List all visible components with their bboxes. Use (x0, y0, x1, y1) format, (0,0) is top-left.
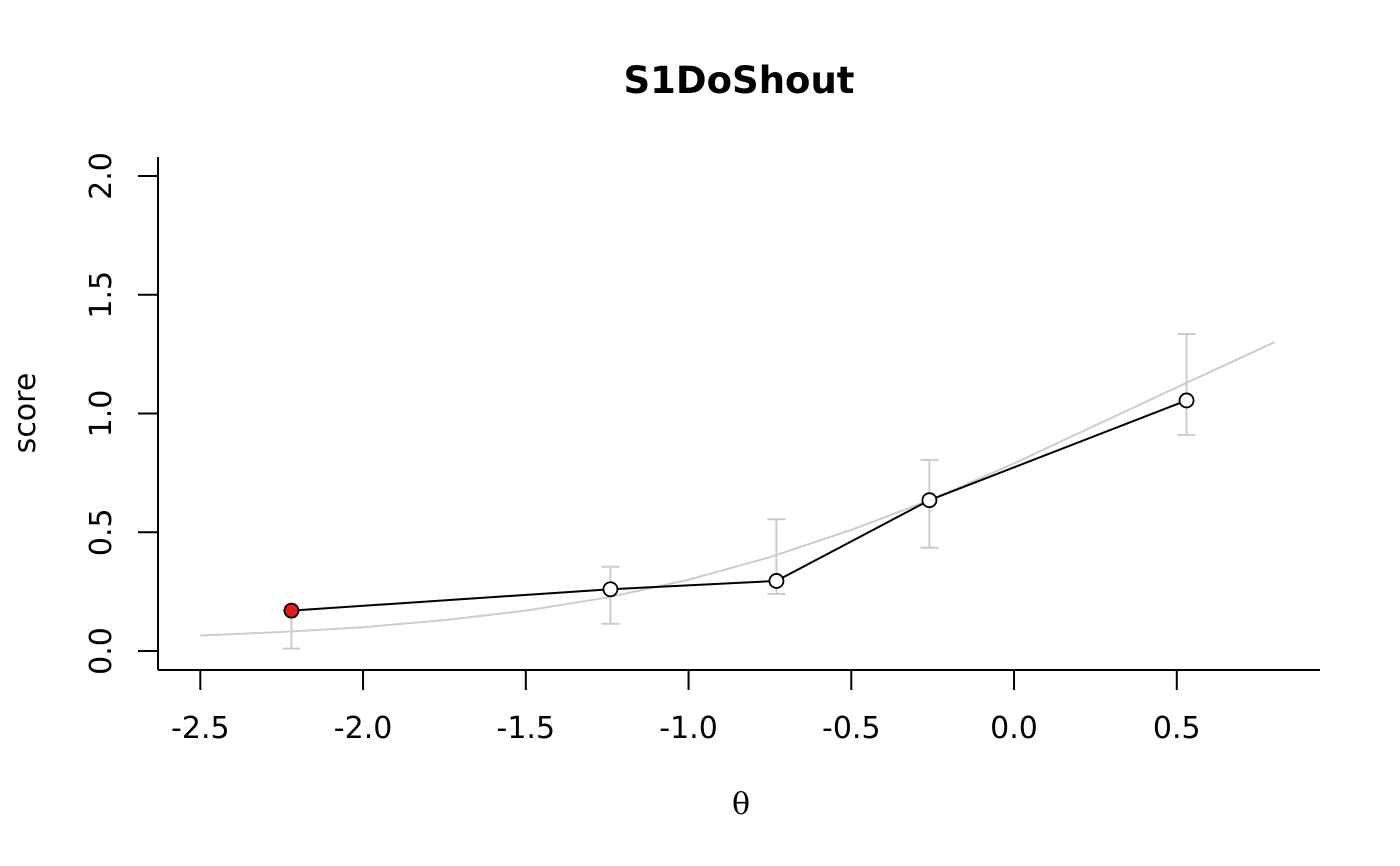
expected-curve-group (200, 341, 1275, 637)
y-tick-label: 1.5 (84, 271, 119, 319)
observed-point (921, 492, 938, 509)
observed-series-group (283, 392, 1195, 619)
x-tick-label: -1.0 (659, 711, 718, 746)
chart-title: S1DoShout (624, 59, 855, 102)
axes: -2.5 -2.0 -1.5 -1.0 -0.5 0.0 0.5 0.0 0.5 1.0 1.5 2.… (84, 152, 1320, 746)
observed-point (602, 581, 619, 598)
x-tick-label: -1.5 (497, 711, 556, 746)
observed-point (768, 573, 785, 589)
x-tick-label: 0.0 (990, 711, 1038, 746)
observed-point-highlight (283, 602, 300, 619)
x-axis-label: θ (732, 787, 750, 822)
observed-point (1178, 392, 1195, 409)
y-tick-label: 1.0 (84, 390, 119, 438)
x-tick-label: -2.5 (171, 711, 230, 746)
y-axis-label: score (8, 373, 43, 454)
x-tick-label: 0.5 (1153, 711, 1201, 746)
y-tick-label: 0.5 (84, 508, 119, 556)
y-tick-label: 2.0 (84, 152, 119, 200)
y-tick-label: 0.0 (84, 627, 119, 675)
observed-line (291, 399, 1187, 612)
x-tick-label: -0.5 (822, 711, 881, 746)
expected-curve-line (200, 341, 1275, 637)
x-tick-label: -2.0 (334, 711, 393, 746)
